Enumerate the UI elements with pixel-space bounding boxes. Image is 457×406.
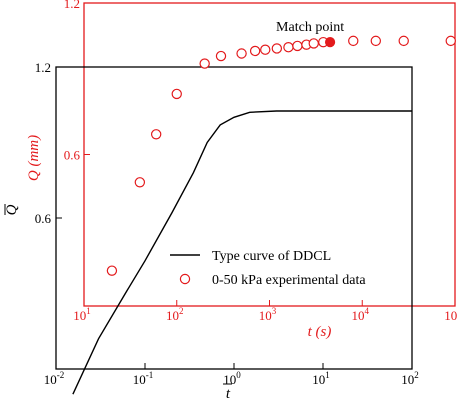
primary-x-axis-label: t [226, 386, 231, 402]
experimental-data-point [445, 35, 456, 47]
primary-x-tick-label: 100 [223, 370, 241, 387]
experimental-data-point [398, 35, 409, 47]
secondary-x-tick-label: 101 [73, 306, 91, 323]
primary-x-tick-label: 10-1 [133, 370, 154, 387]
experimental-data-point [308, 38, 319, 49]
secondary-x-tick-label: 105 [444, 306, 457, 323]
experimental-data-point [260, 44, 271, 55]
experimental-data-point [370, 35, 382, 47]
secondary-x-tick-label: 103 [259, 306, 277, 323]
type-curve-line [72, 110, 412, 395]
experimental-data-point [199, 58, 210, 69]
experimental-data-point [171, 88, 182, 100]
experimental-data-point [271, 43, 283, 54]
experimental-data-point [150, 129, 162, 140]
match-point-marker [324, 37, 336, 48]
experimental-data-point [215, 50, 227, 62]
experimental-data-point [348, 35, 359, 47]
experimental-data-point [292, 40, 303, 52]
secondary-x-tick-label: 102 [166, 306, 184, 323]
secondary-x-axis-label: t (s) [308, 324, 332, 340]
experimental-data-point [106, 265, 118, 276]
primary-y-tick-label: 0.6 [35, 211, 52, 226]
experimental-data-point [249, 45, 261, 57]
experimental-data-point [134, 177, 146, 188]
primary-x-tick-label: 102 [401, 370, 419, 387]
primary-x-tick-label: 10-2 [44, 370, 65, 387]
plot-series: Match point [72, 20, 456, 395]
primary-frame [55, 66, 413, 370]
primary-x-tick-label: 101 [312, 370, 330, 387]
legend: Type curve of DDCL 0-50 kPa experimental … [170, 249, 366, 288]
match-point-label: Match point [276, 20, 344, 35]
experimental-data-point [283, 41, 294, 53]
experimental-data-point [236, 48, 247, 59]
secondary-y-tick-label: 1.2 [64, 0, 80, 11]
primary-y-axis-label: Q [4, 204, 20, 215]
primary-y-tick-label: 1.2 [35, 60, 51, 75]
legend-circle-symbol [179, 273, 191, 285]
secondary-y-axis-label: Q (mm) [26, 135, 42, 181]
secondary-axes: 101 102 103 104 105 0.6 1.2 t (s) Q (mm) [26, 0, 457, 340]
legend-entry-label: Type curve of DDCL [212, 249, 331, 264]
legend-entry-label: 0-50 kPa experimental data [212, 273, 366, 288]
secondary-y-tick-label: 0.6 [64, 148, 81, 163]
secondary-x-tick-label: 104 [352, 306, 370, 323]
primary-axes: 10-2 10-1 100 101 102 0.6 1.2 t Q [4, 60, 419, 402]
